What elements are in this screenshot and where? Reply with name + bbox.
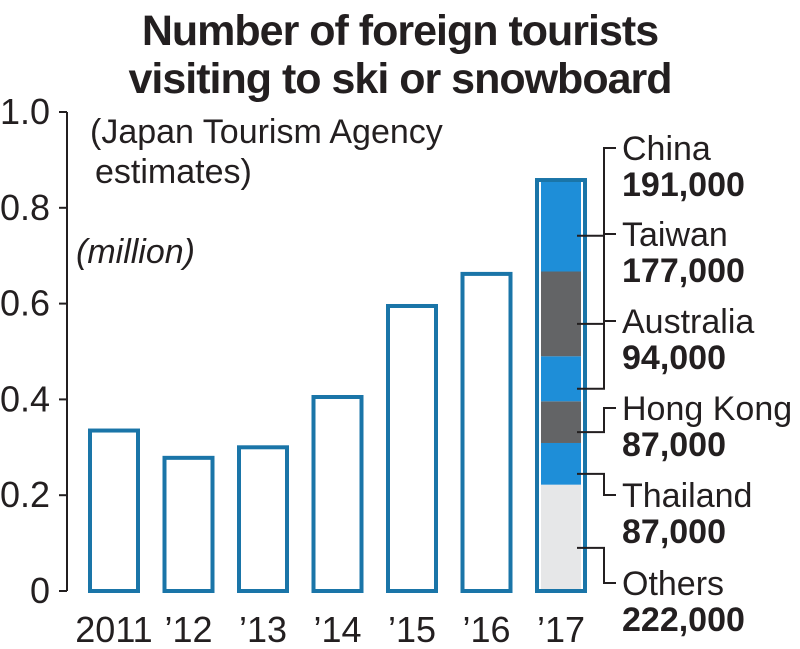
x-tick-label: 2011 (75, 609, 152, 649)
unit-label: (million) (76, 233, 195, 271)
leader-line (577, 233, 616, 325)
segment-hong-kong (541, 401, 581, 443)
country-count: 222,000 (622, 601, 745, 639)
country-count: 94,000 (622, 339, 726, 377)
country-name: China (622, 130, 711, 168)
bar-4 (386, 303, 438, 593)
segment-taiwan (541, 271, 581, 357)
y-tick-label: 0.6 (0, 283, 50, 324)
leader-line (577, 147, 616, 237)
y-tick-label: 0 (30, 570, 50, 611)
leader-line (577, 546, 616, 584)
x-tick-label: ’15 (388, 609, 436, 649)
y-tick-label: 0.2 (0, 474, 50, 515)
x-tick-label: ’14 (313, 609, 361, 649)
leader-line (577, 320, 616, 390)
country-count: 87,000 (622, 426, 726, 464)
bar-5 (460, 271, 513, 593)
bar-outline-2017 (535, 178, 587, 593)
y-axis: 0 0.2 0.4 0.6 0.8 1.0 (0, 91, 68, 611)
bar-0 (88, 428, 140, 593)
bar-1 (162, 455, 215, 594)
country-count: 177,000 (622, 252, 745, 290)
stacked-bar-2017 (535, 178, 587, 593)
bar-2 (237, 445, 289, 593)
chart-title-line-1: Number of foreign tourists (141, 7, 659, 55)
country-name: Australia (622, 303, 754, 341)
x-tick-label: ’16 (462, 609, 510, 649)
country-name: Hong Kong (622, 390, 792, 428)
country-name: Others (622, 565, 724, 603)
segment-others (541, 484, 581, 591)
y-tick-label: 1.0 (0, 91, 50, 132)
segment-china (541, 180, 581, 272)
leader-line (577, 407, 616, 434)
x-tick-label: ’13 (239, 609, 287, 649)
bar-3 (311, 395, 364, 593)
chart-title-line-2: visiting to ski or snowboard (128, 55, 672, 103)
y-tick-label: 0.8 (0, 187, 50, 228)
leader-line (577, 472, 616, 496)
x-tick-label: ’17 (537, 609, 585, 649)
country-count: 191,000 (622, 166, 745, 204)
bars: 2011 ’12 ’13 ’14 ’15 ’16 ’17 (75, 271, 585, 649)
country-count: 87,000 (622, 513, 726, 551)
breakdown-labels: China191,000Taiwan177,000Australia94,000… (577, 130, 792, 639)
y-tick-label: 0.4 (0, 378, 50, 419)
country-name: Taiwan (622, 216, 728, 254)
country-name: Thailand (622, 477, 752, 515)
segment-thailand (541, 442, 581, 485)
source-note-line-1: (Japan Tourism Agency (90, 113, 443, 151)
segment-australia (541, 356, 581, 402)
x-tick-label: ’12 (164, 609, 212, 649)
source-note-line-2: estimates) (95, 153, 252, 191)
